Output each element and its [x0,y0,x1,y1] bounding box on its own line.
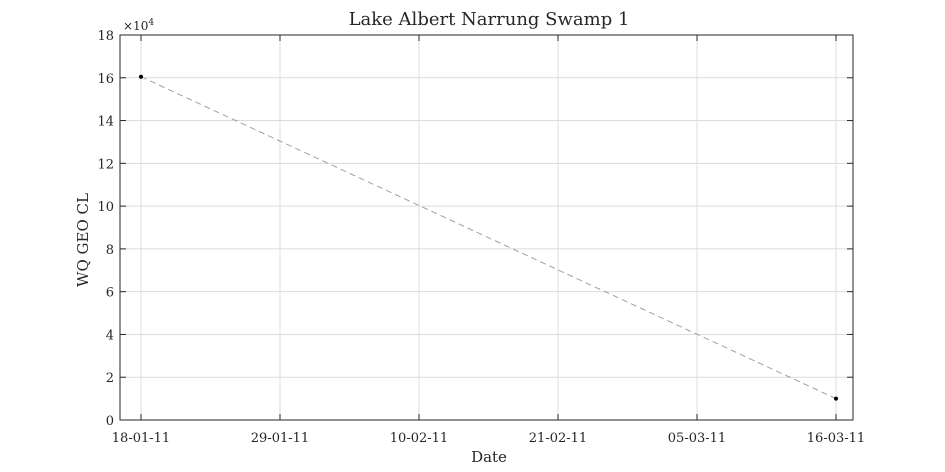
y-tick-label: 16 [97,72,114,87]
x-tick-label: 21-02-11 [529,431,587,446]
x-tick-label: 16-03-11 [807,431,865,446]
y-tick-label: 8 [106,243,114,258]
grid [120,35,853,420]
data-point [834,396,838,401]
y-tick-label: 0 [106,414,114,429]
x-tick-labels: 18-01-11 29-01-11 10-02-11 21-02-11 05-03-11… [112,431,865,446]
series-layer [139,74,838,401]
x-tick-label: 05-03-11 [668,431,726,446]
x-axis-label: Date [471,448,507,466]
y-multiplier-label: ×104 [123,18,154,33]
y-tick-label: 4 [106,328,114,343]
y-tick-label: 14 [97,115,114,130]
x-tick-label: 29-01-11 [251,431,309,446]
x-tick-label: 18-01-11 [112,431,170,446]
y-tick-label: 12 [97,157,114,172]
y-axis-label: WQ GEO CL [74,193,92,287]
chart-title: Lake Albert Narrung Swamp 1 [349,9,630,30]
x-tick-label: 10-02-11 [390,431,448,446]
y-tick-label: 2 [106,371,114,386]
y-tick-label: 18 [97,29,114,44]
y-tick-labels: 0 2 4 6 8 10 12 14 16 18 [97,29,114,429]
data-point [139,74,143,79]
plot-area-border [119,34,854,421]
y-tick-label: 6 [106,286,114,301]
y-multiplier-exponent: 4 [148,18,154,28]
series-line [140,76,837,400]
y-tick-label: 10 [97,200,114,215]
ticks [120,34,853,421]
